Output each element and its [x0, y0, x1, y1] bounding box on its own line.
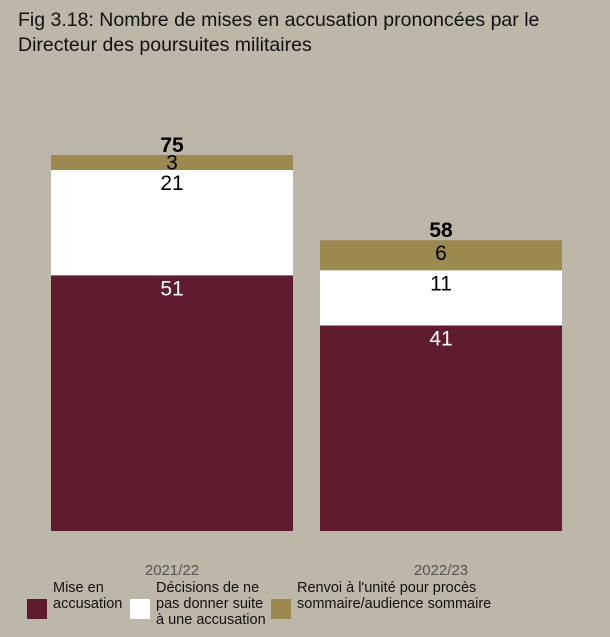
x-tick-label: 2022/23: [414, 562, 468, 579]
data-label: 6: [435, 242, 447, 265]
legend-swatch-decisions: [130, 599, 150, 619]
legend-swatch-renvoi: [271, 599, 291, 619]
legend-label: Renvoi à l'unité pour procès sommaire/au…: [297, 580, 492, 612]
bar-segment: [51, 155, 293, 171]
legend-item-decisions: Décisions de ne pas donner suite à une a…: [130, 580, 266, 628]
legend-swatch-mise-en-accusation: [27, 599, 47, 619]
total-label: 58: [429, 219, 453, 242]
data-label: 41: [429, 327, 452, 350]
data-label: 11: [430, 272, 452, 295]
bar-segment: [51, 170, 293, 276]
legend-item-renvoi: Renvoi à l'unité pour procès sommaire/au…: [271, 580, 491, 619]
bar-segment: [320, 240, 562, 271]
legend-label: Décisions de ne pas donner suite à une a…: [156, 580, 266, 628]
legend-item-mise-en-accusation: Mise en accusation: [27, 580, 122, 619]
bar-segment: [320, 270, 562, 326]
legend-label: Mise en accusation: [53, 580, 123, 612]
data-label: 21: [160, 172, 183, 195]
x-tick-label: 2021/22: [145, 562, 199, 579]
legend: Mise en accusation Décisions de ne pas d…: [0, 580, 610, 637]
bar-segment: [51, 275, 293, 531]
data-label: 51: [160, 277, 183, 300]
data-label: 3: [166, 152, 178, 175]
total-label: 75: [160, 134, 184, 157]
bar-segment: [320, 325, 562, 531]
chart-title: Fig 3.18: Nombre de mises en accusation …: [18, 9, 540, 56]
